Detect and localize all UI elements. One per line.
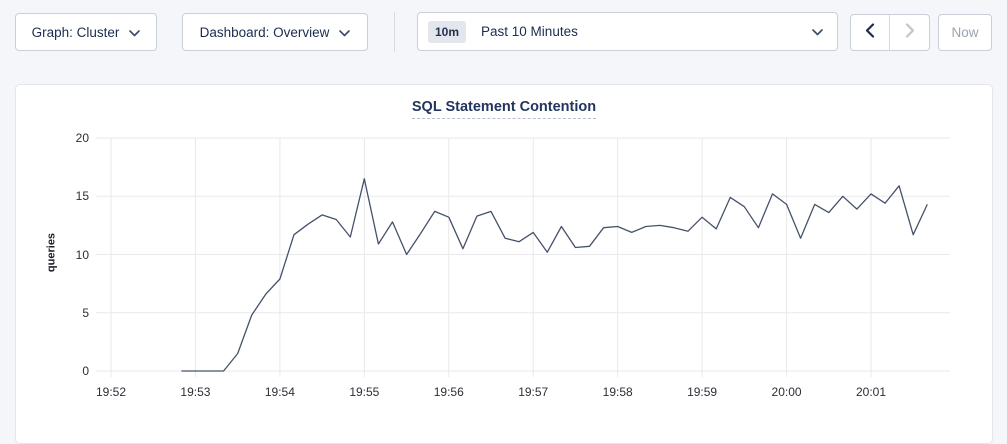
data-series-line xyxy=(181,178,928,372)
graph-selector-label: Graph: Cluster xyxy=(31,24,120,40)
y-tick-label: 0 xyxy=(82,364,89,378)
chart-title: SQL Statement Contention xyxy=(411,99,597,119)
chevron-right-icon xyxy=(905,22,915,43)
x-tick-label: 19:53 xyxy=(180,385,211,399)
graph-selector-dropdown[interactable]: Graph: Cluster xyxy=(15,13,157,51)
y-tick-label: 10 xyxy=(75,247,89,262)
x-tick-label: 19:52 xyxy=(95,385,127,399)
chevron-left-icon xyxy=(865,22,875,43)
time-range-label: Past 10 Minutes xyxy=(481,24,578,39)
dashboard-selector-label: Dashboard: Overview xyxy=(199,24,330,40)
x-tick-label: 19:54 xyxy=(264,385,295,399)
y-tick-label: 15 xyxy=(75,189,89,204)
x-tick-label: 20:00 xyxy=(771,385,802,399)
time-back-button[interactable] xyxy=(851,15,890,50)
chart-title-row: SQL Statement Contention xyxy=(16,98,992,119)
x-tick-label: 19:56 xyxy=(433,385,464,399)
y-tick-label: 5 xyxy=(82,305,89,320)
now-button[interactable]: Now xyxy=(938,14,992,51)
time-forward-button[interactable] xyxy=(890,15,929,50)
y-tick-label: 20 xyxy=(75,131,89,145)
dashboard-selector-dropdown[interactable]: Dashboard: Overview xyxy=(182,13,368,51)
now-button-label: Now xyxy=(951,25,979,40)
time-range-selector[interactable]: 10m Past 10 Minutes xyxy=(417,12,838,51)
x-tick-label: 20:01 xyxy=(855,385,886,399)
x-tick-label: 19:58 xyxy=(602,385,633,399)
chart-plot-area[interactable] xyxy=(91,131,971,401)
chevron-down-icon xyxy=(812,23,823,41)
chevron-down-icon xyxy=(339,25,351,40)
toolbar-divider xyxy=(394,12,395,52)
chart-card: SQL Statement Contention queries 0 5 10 15 2… xyxy=(15,84,993,444)
x-tick-label: 19:59 xyxy=(687,385,718,399)
time-range-badge: 10m xyxy=(428,20,467,43)
time-step-buttons xyxy=(850,14,930,51)
x-tick-label: 19:57 xyxy=(518,385,549,399)
x-tick-label: 19:55 xyxy=(349,385,380,399)
chevron-down-icon xyxy=(129,25,141,40)
